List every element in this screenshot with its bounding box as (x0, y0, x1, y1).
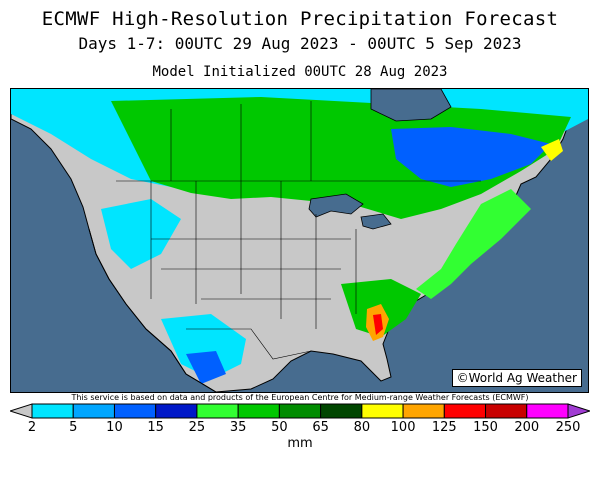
legend-tick-label: 15 (147, 420, 164, 435)
precip-zone-canada-blue (391, 127, 551, 187)
legend-swatch (485, 403, 528, 419)
legend-swatch (320, 403, 363, 419)
legend-swatch-above-max (567, 403, 590, 419)
legend-swatch (402, 403, 445, 419)
precip-zone-mexico-blue (186, 351, 226, 384)
precip-zone-west-cyan (101, 199, 181, 269)
model-init-time: Model Initialized 00UTC 28 Aug 2023 (152, 64, 448, 80)
legend-tick-label: 10 (106, 420, 123, 435)
legend-swatch (237, 403, 280, 419)
legend-tick-label: 100 (390, 420, 416, 435)
legend-tick-label: 150 (473, 420, 498, 435)
precip-zone-east-green (416, 189, 531, 299)
great-lakes (308, 193, 392, 230)
disclaimer-text: This service is based on data and produc… (71, 393, 529, 402)
precip-zone-southwest-cyan (161, 314, 246, 379)
legend-swatch (72, 403, 115, 419)
legend-tick-label: 5 (69, 420, 78, 435)
forecast-period: Days 1-7: 00UTC 29 Aug 2023 - 00UTC 5 Se… (78, 34, 522, 53)
precip-zone-canada-green (111, 97, 571, 219)
legend-units: mm (287, 436, 313, 451)
legend-tick-label: 50 (271, 420, 288, 435)
legend-tick-label: 80 (353, 420, 371, 435)
coastline (88, 228, 217, 392)
legend-swatch (526, 403, 569, 419)
legend-tick-label: 2 (27, 420, 37, 435)
copyright-credit: ©World Ag Weather (451, 369, 582, 387)
legend-tick-label: 250 (555, 420, 581, 435)
legend-tick-label: 125 (431, 420, 457, 435)
legend-tick-label: 35 (229, 420, 247, 435)
legend-swatch (196, 403, 239, 419)
color-legend-bar (10, 403, 590, 419)
map-title: ECMWF High-Resolution Precipitation Fore… (41, 8, 559, 30)
hudson-bay (370, 89, 452, 122)
precip-zone-newfoundland-yellow (541, 139, 563, 161)
legend-swatch-below-min (10, 403, 33, 419)
legend-tick-label: 65 (312, 420, 329, 435)
legend-swatch (443, 403, 487, 419)
political-borders (116, 101, 481, 360)
precip-zone-carolina-red (373, 314, 383, 335)
legend-tick-label: 25 (188, 420, 206, 435)
precipitation-map: ©World Ag Weather (10, 88, 589, 393)
legend-swatch (113, 403, 157, 419)
legend-swatch (278, 403, 322, 419)
legend-swatch (31, 403, 74, 419)
legend-swatch (361, 403, 404, 419)
legend-tick-label: 200 (514, 420, 540, 435)
legend-swatch (155, 403, 198, 419)
map-canvas (11, 89, 588, 392)
